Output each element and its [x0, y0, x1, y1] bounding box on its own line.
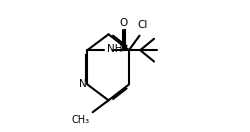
- Text: O: O: [119, 18, 127, 28]
- Text: CH₃: CH₃: [72, 115, 90, 125]
- Text: Cl: Cl: [137, 20, 147, 30]
- Text: N: N: [79, 79, 87, 89]
- Text: NH: NH: [107, 44, 123, 55]
